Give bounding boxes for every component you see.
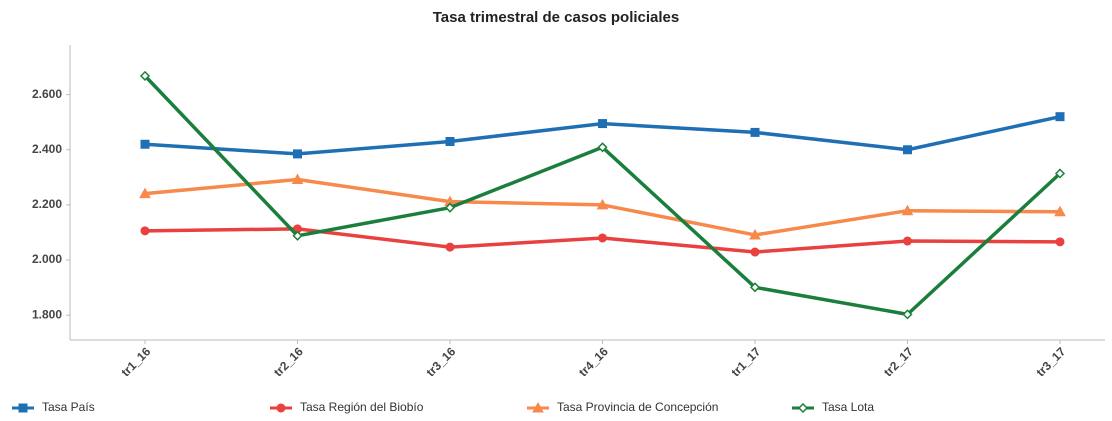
data-point bbox=[139, 187, 151, 199]
legend-label: Tasa Lota bbox=[822, 400, 874, 414]
legend-label: Tasa País bbox=[42, 400, 95, 414]
data-point bbox=[597, 142, 608, 153]
data-point bbox=[598, 119, 607, 129]
data-point bbox=[750, 127, 760, 137]
data-point bbox=[1054, 205, 1066, 217]
data-point bbox=[749, 282, 761, 293]
data-point bbox=[1055, 112, 1065, 122]
x-tick-label: tr4_16 bbox=[576, 344, 611, 379]
x-tick-label: tr2_16 bbox=[271, 344, 306, 379]
x-tick-label: tr2_17 bbox=[881, 344, 916, 379]
data-point bbox=[139, 70, 151, 81]
data-point bbox=[140, 139, 150, 149]
legend-marker bbox=[276, 403, 286, 413]
legend-marker bbox=[18, 403, 28, 413]
data-point bbox=[291, 173, 304, 185]
data-point bbox=[292, 230, 303, 241]
legend-label: Tasa Provincia de Concepción bbox=[557, 400, 718, 414]
data-point bbox=[445, 136, 455, 146]
x-tick-label: tr3_17 bbox=[1033, 344, 1068, 379]
data-point bbox=[903, 145, 912, 155]
data-point bbox=[598, 233, 607, 243]
data-point bbox=[445, 242, 455, 252]
data-point bbox=[902, 309, 913, 320]
data-point bbox=[749, 228, 761, 240]
data-point bbox=[1054, 168, 1066, 179]
x-tick-label: tr1_17 bbox=[728, 344, 763, 379]
legend-marker bbox=[532, 401, 544, 413]
data-point bbox=[444, 202, 456, 213]
series-line bbox=[143, 74, 1062, 317]
legend-marker bbox=[797, 402, 809, 414]
chart-title: Tasa trimestral de casos policiales bbox=[433, 9, 680, 26]
data-point bbox=[140, 226, 150, 236]
y-tick-label: 1.800 bbox=[32, 307, 62, 321]
y-tick-label: 2.400 bbox=[32, 142, 62, 156]
data-point bbox=[293, 149, 302, 159]
data-point bbox=[1055, 237, 1065, 247]
legend-label: Tasa Región del Biobío bbox=[300, 400, 424, 414]
data-point bbox=[750, 247, 760, 257]
data-point bbox=[903, 236, 912, 246]
y-tick-label: 2.000 bbox=[32, 252, 62, 266]
data-point bbox=[901, 204, 914, 216]
y-tick-label: 2.600 bbox=[32, 87, 62, 101]
x-tick-label: tr1_16 bbox=[118, 344, 153, 379]
data-point bbox=[596, 198, 609, 210]
y-tick-label: 2.200 bbox=[32, 197, 62, 211]
x-tick-label: tr3_16 bbox=[423, 344, 458, 379]
